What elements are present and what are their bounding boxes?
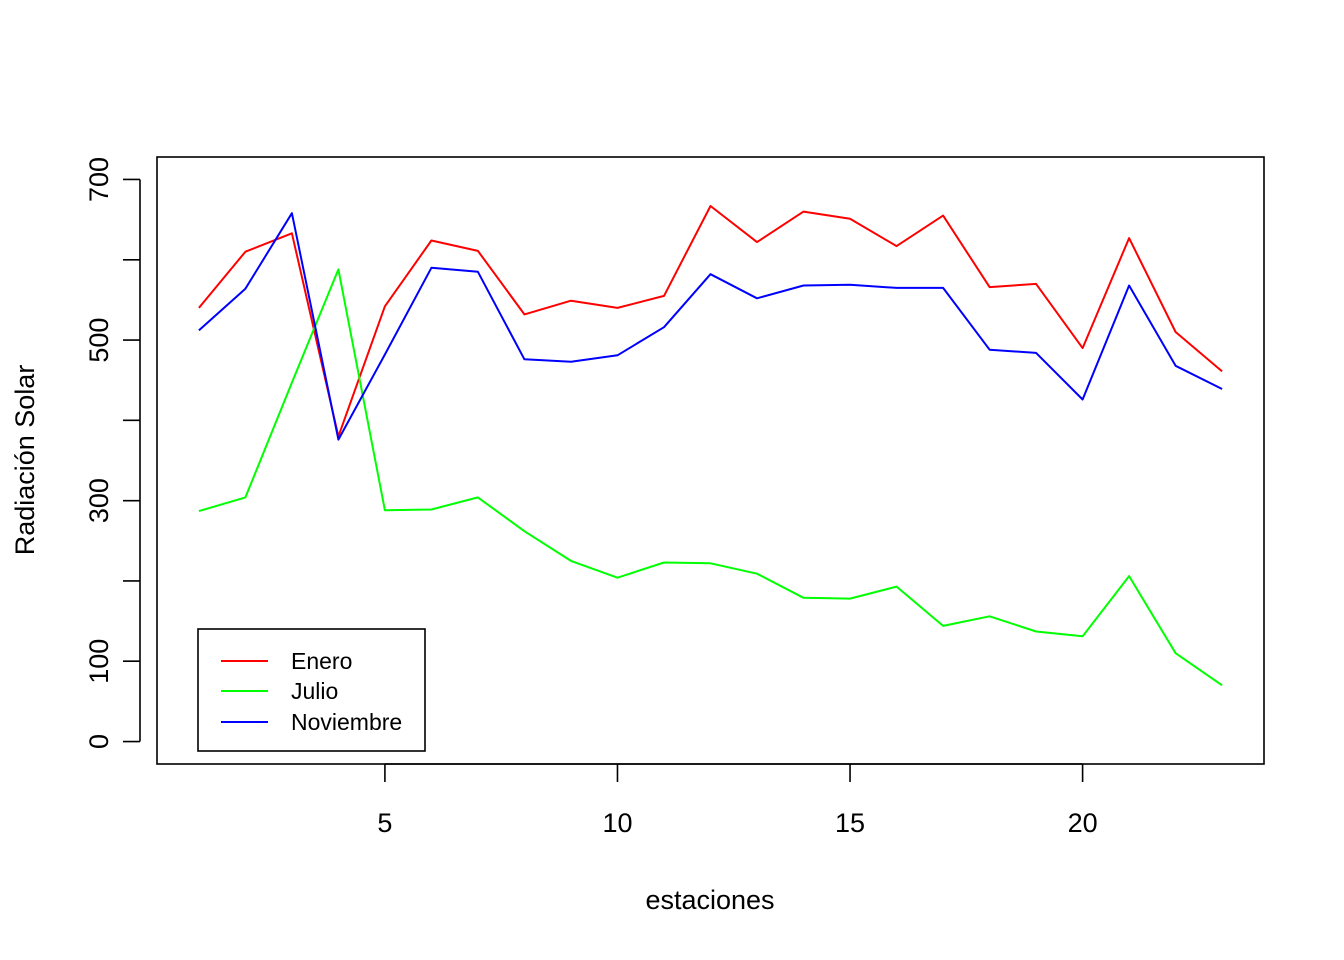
y-tick-label: 700 — [84, 157, 114, 202]
series-line-julio — [198, 268, 1223, 687]
y-axis-label: Radiación Solar — [10, 365, 40, 556]
x-tick-label: 5 — [377, 808, 392, 838]
legend-label-julio: Julio — [291, 678, 338, 704]
y-tick-label: 300 — [84, 478, 114, 523]
series-line-noviembre — [198, 212, 1223, 441]
x-tick-label: 10 — [602, 808, 632, 838]
series-layer — [198, 205, 1223, 687]
y-tick-label: 0 — [84, 734, 114, 749]
y-tick-label: 100 — [84, 639, 114, 684]
legend-label-noviembre: Noviembre — [291, 709, 402, 735]
x-tick-label: 20 — [1068, 808, 1098, 838]
series-line-enero — [198, 205, 1223, 438]
y-tick-label: 500 — [84, 318, 114, 363]
legend: Enero Julio Noviembre — [197, 628, 426, 752]
legend-label-enero: Enero — [291, 648, 352, 674]
y-axis: 0 100 300 500 700 — [84, 157, 141, 749]
x-tick-label: 15 — [835, 808, 865, 838]
x-axis-label: estaciones — [645, 885, 774, 915]
x-axis: 5 10 15 20 — [377, 763, 1098, 838]
